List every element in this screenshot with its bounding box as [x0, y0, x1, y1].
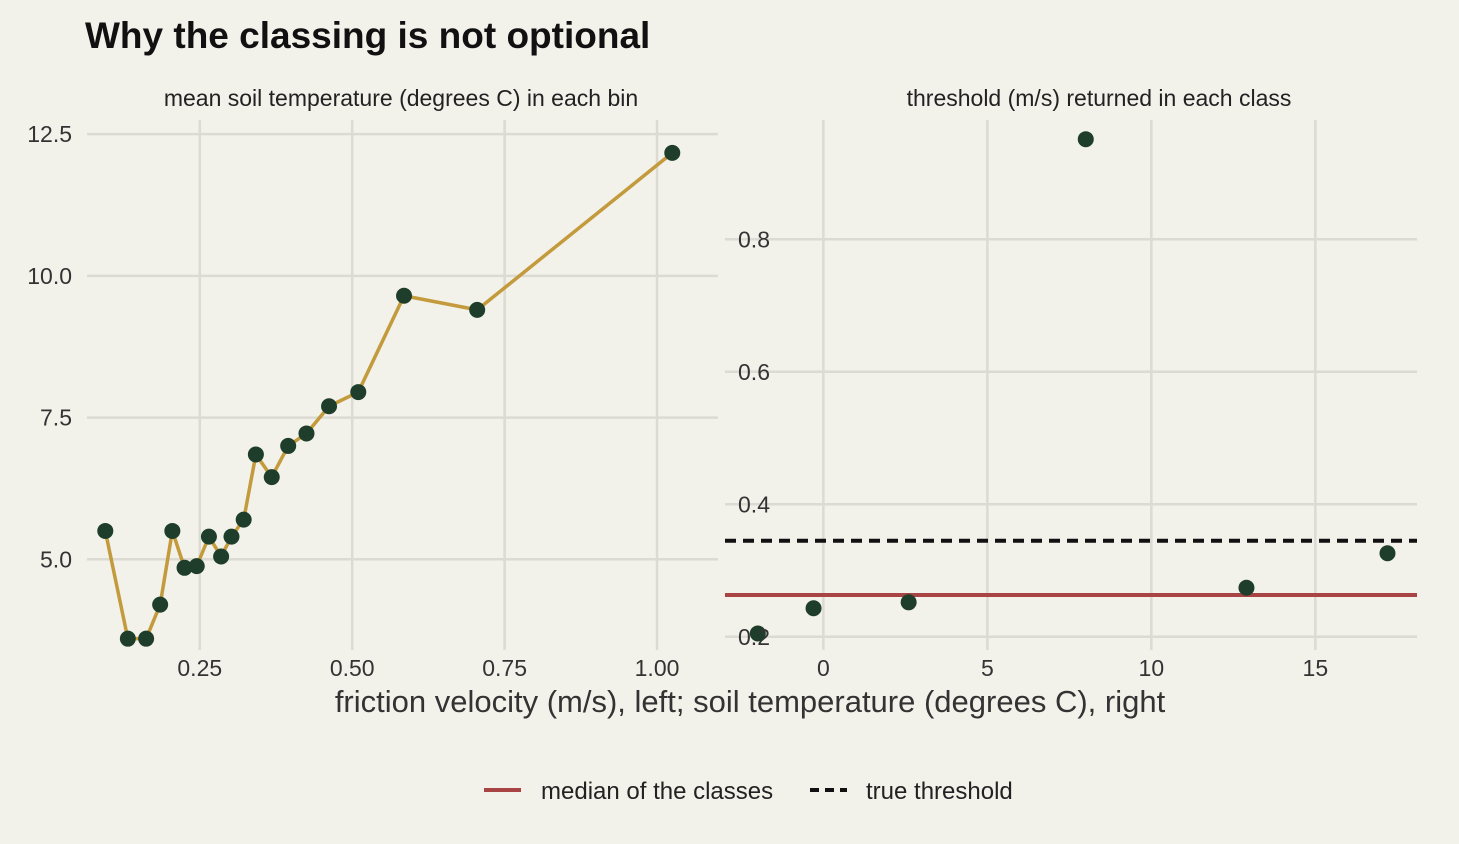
right-data-point	[1077, 131, 1094, 148]
left-y-tick-label: 5.0	[40, 546, 72, 572]
right-y-tick-label: 0.2	[738, 624, 770, 650]
right-x-tick-label: 15	[1303, 655, 1329, 681]
legend: median of the classes true threshold	[484, 778, 1013, 805]
left-data-point	[247, 446, 264, 463]
left-data-point	[664, 144, 681, 161]
left-data-point	[298, 425, 315, 442]
left-tick-labels: 5.0 7.5 10.0 12.5 0.25 0.50 0.75 1.00	[27, 121, 679, 681]
left-data-point	[176, 559, 193, 576]
left-y-tick-label: 10.0	[27, 263, 72, 289]
left-data-point	[469, 301, 486, 318]
left-data-point	[350, 384, 367, 401]
left-data-point	[188, 558, 205, 575]
left-x-tick-label: 0.75	[482, 655, 527, 681]
right-panel-title: threshold (m/s) returned in each class	[907, 85, 1292, 111]
left-data-point	[213, 548, 230, 565]
left-data-point	[164, 522, 181, 539]
right-data-point	[1238, 579, 1255, 596]
legend-true-threshold-label: true threshold	[866, 778, 1013, 805]
left-data-marks	[97, 144, 681, 647]
right-y-tick-label: 0.4	[738, 491, 770, 517]
left-data-point	[321, 398, 338, 415]
left-y-tick-label: 12.5	[27, 121, 72, 147]
right-x-tick-label: 0	[817, 655, 830, 681]
right-data-point	[805, 600, 822, 617]
left-data-point	[97, 522, 114, 539]
left-data-point	[152, 596, 169, 613]
left-x-tick-label: 0.25	[177, 655, 222, 681]
left-data-point	[119, 630, 136, 647]
left-y-tick-label: 7.5	[40, 405, 72, 431]
left-gridlines	[87, 120, 718, 650]
legend-median-label: median of the classes	[541, 778, 773, 805]
right-panel: threshold (m/s) returned in each class 0…	[725, 85, 1417, 681]
right-y-tick-label: 0.8	[738, 226, 770, 252]
right-data-point	[900, 594, 917, 611]
left-data-point	[235, 511, 252, 528]
left-x-tick-label: 1.00	[635, 655, 680, 681]
left-panel: mean soil temperature (degrees C) in eac…	[27, 85, 718, 681]
left-data-point	[280, 437, 297, 454]
left-data-point	[200, 528, 217, 545]
right-data-point	[1379, 545, 1396, 562]
left-data-point	[263, 469, 280, 486]
left-data-point	[138, 630, 155, 647]
right-tick-labels: 0.2 0.4 0.6 0.8 0 5 10 15	[738, 226, 1328, 681]
left-data-point	[396, 287, 413, 304]
left-data-point	[223, 528, 240, 545]
right-x-tick-label: 5	[981, 655, 994, 681]
right-x-tick-label: 10	[1139, 655, 1165, 681]
right-data-marks	[725, 131, 1417, 642]
right-y-tick-label: 0.6	[738, 359, 770, 385]
x-axis-title: friction velocity (m/s), left; soil temp…	[335, 684, 1166, 719]
right-gridlines	[725, 120, 1417, 650]
left-x-tick-label: 0.50	[330, 655, 375, 681]
chart-title: Why the classing is not optional	[85, 15, 650, 56]
left-panel-title: mean soil temperature (degrees C) in eac…	[164, 85, 638, 111]
right-data-point	[749, 625, 766, 642]
